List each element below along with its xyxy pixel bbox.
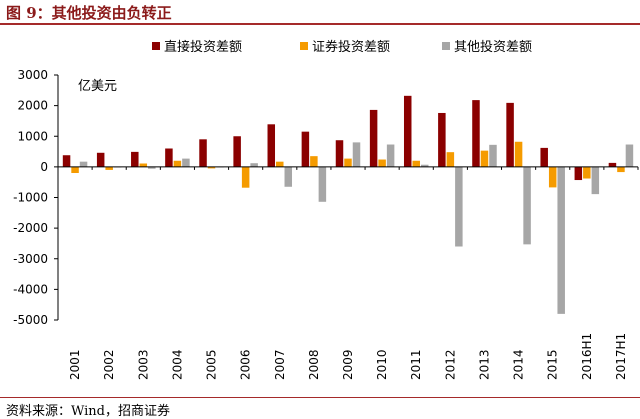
bar-证券投资差额-2002 bbox=[105, 166, 113, 170]
source-note: 资料来源：Wind，招商证券 bbox=[6, 404, 170, 419]
x-tick-label: 2017H1 bbox=[614, 333, 628, 380]
bar-证券投资差额-2017H1 bbox=[617, 166, 625, 173]
title-divider bbox=[0, 23, 640, 25]
bar-证券投资差额-2009 bbox=[344, 158, 352, 167]
bar-直接投资差额-2016H1 bbox=[574, 166, 583, 181]
bar-其他投资差额-2017H1 bbox=[625, 144, 634, 167]
bar-直接投资差额-2010 bbox=[369, 109, 378, 167]
x-tick-label: 2011 bbox=[409, 349, 423, 380]
bar-证券投资差额-2006 bbox=[241, 166, 250, 188]
bar-直接投资差额-2011 bbox=[403, 95, 412, 167]
legend-swatch bbox=[300, 42, 308, 50]
legend-swatch bbox=[152, 42, 160, 50]
bar-直接投资差额-2001 bbox=[62, 155, 71, 167]
bar-直接投资差额-2006 bbox=[233, 136, 241, 167]
bar-其他投资差额-2012 bbox=[455, 166, 463, 247]
chart-title: 图 9：其他投资由负转正 bbox=[6, 4, 172, 22]
y-axis: 3000 2000 1000 0 -1000 -2000 -3000 -4000 -5000 bbox=[13, 68, 59, 327]
bar-证券投资差额-2014 bbox=[514, 141, 523, 167]
x-tick-label: 2007 bbox=[273, 349, 287, 380]
x-axis: 2001 2002 2003 2004 2005 2006 2007 2008 2009 2010… bbox=[58, 166, 639, 380]
bar-其他投资差额-2015 bbox=[557, 166, 565, 314]
bars bbox=[62, 95, 634, 314]
bar-直接投资差额-2002 bbox=[96, 152, 105, 167]
x-tick-label: 2008 bbox=[307, 349, 321, 380]
bar-直接投资差额-2014 bbox=[506, 102, 514, 167]
bar-其他投资差额-2014 bbox=[523, 166, 531, 245]
x-tick-label: 2012 bbox=[443, 349, 457, 380]
x-tick-label: 2001 bbox=[68, 349, 82, 380]
x-tick-label: 2003 bbox=[136, 349, 150, 380]
y-tick-label: 3000 bbox=[17, 68, 48, 82]
bar-直接投资差额-2008 bbox=[301, 131, 310, 167]
y-tick-label: -2000 bbox=[13, 221, 48, 235]
x-tick-label: 2016H1 bbox=[580, 333, 594, 380]
bar-直接投资差额-2009 bbox=[335, 140, 344, 167]
bar-直接投资差额-2003 bbox=[131, 151, 139, 167]
footer-divider bbox=[0, 397, 640, 398]
bar-直接投资差额-2004 bbox=[165, 148, 173, 167]
bar-证券投资差额-2001 bbox=[71, 166, 79, 173]
x-tick-label: 2014 bbox=[512, 349, 526, 380]
y-tick-label: 1000 bbox=[17, 129, 48, 143]
bar-其他投资差额-2016H1 bbox=[591, 166, 600, 195]
y-tick-label: -3000 bbox=[13, 252, 48, 266]
x-tick-label: 2005 bbox=[205, 349, 219, 380]
unit-label: 亿美元 bbox=[78, 79, 117, 94]
x-tick-label: 2002 bbox=[102, 349, 116, 380]
bar-直接投资差额-2013 bbox=[472, 100, 480, 167]
bar-证券投资差额-2004 bbox=[173, 160, 182, 167]
bar-其他投资差额-2009 bbox=[352, 142, 361, 167]
bar-直接投资差额-2012 bbox=[438, 112, 446, 167]
legend-label: 其他投资差额 bbox=[454, 39, 532, 55]
legend: 直接投资差额 证券投资差额 其他投资差额 bbox=[152, 39, 532, 55]
bar-证券投资差额-2015 bbox=[548, 166, 557, 188]
bar-其他投资差额-2013 bbox=[489, 144, 497, 167]
y-tick-label: 0 bbox=[40, 160, 48, 174]
bar-其他投资差额-2010 bbox=[386, 144, 395, 167]
bar-其他投资差额-2003 bbox=[148, 166, 156, 169]
y-tick-label: -1000 bbox=[13, 191, 48, 205]
legend-label: 直接投资差额 bbox=[164, 39, 242, 55]
bar-证券投资差额-2007 bbox=[276, 161, 284, 167]
bar-证券投资差额-2010 bbox=[378, 159, 386, 167]
x-tick-label: 2006 bbox=[239, 349, 253, 380]
bar-其他投资差额-2008 bbox=[318, 166, 327, 202]
x-tick-label: 2013 bbox=[477, 349, 491, 380]
y-tick-label: -4000 bbox=[13, 282, 48, 296]
bar-证券投资差额-2008 bbox=[310, 156, 318, 167]
x-tick-label: 2004 bbox=[170, 349, 184, 380]
bar-证券投资差额-2013 bbox=[480, 150, 489, 167]
y-tick-label: -5000 bbox=[13, 313, 48, 327]
bar-其他投资差额-2011 bbox=[420, 164, 429, 167]
legend-swatch bbox=[442, 42, 450, 50]
bar-直接投资差额-2017H1 bbox=[608, 162, 617, 167]
bar-其他投资差额-2001 bbox=[79, 161, 88, 167]
bar-其他投资差额-2004 bbox=[182, 158, 190, 167]
bar-证券投资差额-2016H1 bbox=[583, 166, 591, 179]
bar-直接投资差额-2007 bbox=[267, 124, 276, 167]
bar-证券投资差额-2011 bbox=[412, 160, 420, 167]
legend-label: 证券投资差额 bbox=[312, 39, 390, 55]
bar-证券投资差额-2003 bbox=[139, 163, 148, 167]
bar-直接投资差额-2015 bbox=[540, 147, 548, 167]
bar-直接投资差额-2005 bbox=[199, 139, 207, 167]
bar-其他投资差额-2006 bbox=[250, 163, 258, 167]
x-tick-label: 2009 bbox=[341, 349, 355, 380]
x-tick-label: 2010 bbox=[375, 349, 389, 380]
x-tick-label: 2015 bbox=[546, 349, 560, 380]
bar-证券投资差额-2005 bbox=[207, 166, 216, 169]
y-tick-label: 2000 bbox=[17, 99, 48, 113]
bar-其他投资差额-2007 bbox=[284, 166, 293, 187]
bar-证券投资差额-2012 bbox=[446, 152, 455, 167]
